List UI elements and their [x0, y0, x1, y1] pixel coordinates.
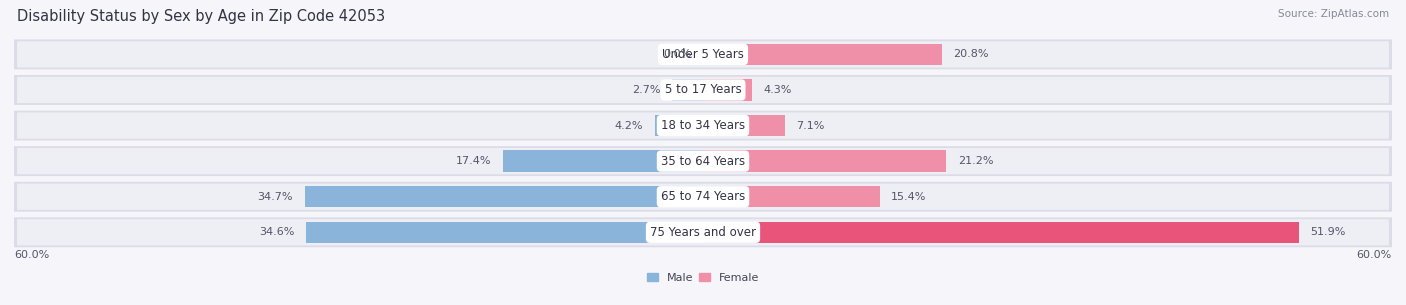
Text: 60.0%: 60.0% — [14, 250, 49, 260]
Text: Under 5 Years: Under 5 Years — [662, 48, 744, 61]
Text: 75 Years and over: 75 Years and over — [650, 226, 756, 239]
FancyBboxPatch shape — [14, 182, 1392, 212]
FancyBboxPatch shape — [14, 39, 1392, 69]
Bar — [703, 186, 880, 207]
Text: Disability Status by Sex by Age in Zip Code 42053: Disability Status by Sex by Age in Zip C… — [17, 9, 385, 24]
Text: 51.9%: 51.9% — [1310, 227, 1346, 237]
Text: 4.2%: 4.2% — [614, 120, 644, 131]
FancyBboxPatch shape — [14, 146, 1392, 176]
Bar — [703, 44, 942, 65]
FancyBboxPatch shape — [14, 217, 1392, 247]
FancyBboxPatch shape — [17, 184, 1389, 210]
Text: 60.0%: 60.0% — [1357, 250, 1392, 260]
Bar — [703, 79, 752, 101]
Text: 20.8%: 20.8% — [953, 49, 988, 59]
Text: 7.1%: 7.1% — [796, 120, 824, 131]
Bar — [305, 186, 703, 207]
FancyBboxPatch shape — [17, 112, 1389, 139]
Text: 0.0%: 0.0% — [664, 49, 692, 59]
Legend: Male, Female: Male, Female — [647, 273, 759, 283]
Bar — [672, 79, 703, 101]
FancyBboxPatch shape — [14, 111, 1392, 141]
Bar — [703, 150, 946, 172]
Text: 2.7%: 2.7% — [633, 85, 661, 95]
FancyBboxPatch shape — [17, 77, 1389, 103]
Bar — [703, 115, 785, 136]
FancyBboxPatch shape — [17, 41, 1389, 68]
Text: 17.4%: 17.4% — [456, 156, 492, 166]
FancyBboxPatch shape — [14, 75, 1392, 105]
FancyBboxPatch shape — [17, 148, 1389, 174]
Bar — [703, 222, 1299, 243]
Text: 15.4%: 15.4% — [891, 192, 927, 202]
Text: 34.6%: 34.6% — [259, 227, 294, 237]
Text: 21.2%: 21.2% — [957, 156, 994, 166]
Bar — [503, 150, 703, 172]
Bar — [655, 115, 703, 136]
Bar — [305, 222, 703, 243]
Text: Source: ZipAtlas.com: Source: ZipAtlas.com — [1278, 9, 1389, 19]
Text: 65 to 74 Years: 65 to 74 Years — [661, 190, 745, 203]
Text: 5 to 17 Years: 5 to 17 Years — [665, 84, 741, 96]
Text: 18 to 34 Years: 18 to 34 Years — [661, 119, 745, 132]
Text: 4.3%: 4.3% — [763, 85, 792, 95]
Text: 34.7%: 34.7% — [257, 192, 292, 202]
FancyBboxPatch shape — [17, 219, 1389, 246]
Text: 35 to 64 Years: 35 to 64 Years — [661, 155, 745, 168]
